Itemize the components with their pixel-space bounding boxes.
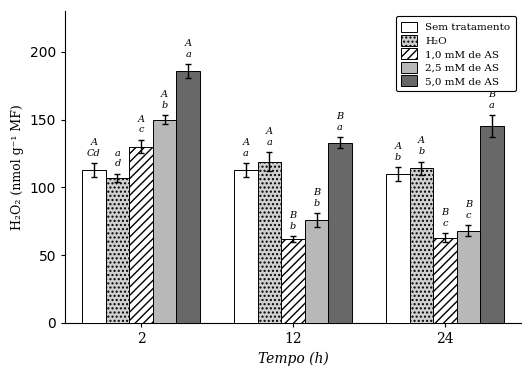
- Text: c: c: [442, 219, 447, 228]
- Text: a: a: [185, 49, 191, 58]
- Bar: [129, 147, 153, 323]
- Text: B: B: [313, 188, 320, 197]
- Text: b: b: [418, 147, 425, 156]
- Text: c: c: [138, 126, 144, 135]
- Bar: [234, 170, 257, 323]
- Text: a: a: [114, 149, 120, 158]
- Bar: [480, 126, 504, 323]
- Text: b: b: [395, 153, 401, 162]
- Bar: [305, 220, 328, 323]
- Legend: Sem tratamento, H₂O, 1,0 mM de AS, 2,5 mM de AS, 5,0 mM de AS: Sem tratamento, H₂O, 1,0 mM de AS, 2,5 m…: [396, 16, 516, 92]
- Bar: [410, 169, 433, 323]
- Y-axis label: H₂O₂ (nmol g⁻¹ MF): H₂O₂ (nmol g⁻¹ MF): [11, 104, 24, 230]
- Text: A: A: [161, 90, 168, 99]
- Text: A: A: [394, 142, 401, 151]
- Text: b: b: [290, 222, 296, 231]
- Bar: [433, 238, 456, 323]
- Bar: [177, 71, 200, 323]
- Text: A: A: [138, 115, 145, 124]
- Text: A: A: [243, 138, 250, 147]
- Bar: [153, 120, 177, 323]
- Text: A: A: [90, 138, 97, 147]
- Text: B: B: [337, 112, 344, 121]
- Text: b: b: [313, 199, 320, 208]
- X-axis label: Tempo (h): Tempo (h): [257, 351, 328, 366]
- Text: a: a: [337, 123, 343, 132]
- Bar: [82, 170, 106, 323]
- Text: b: b: [162, 101, 168, 110]
- Text: c: c: [466, 211, 471, 220]
- Text: Cd: Cd: [87, 149, 101, 158]
- Bar: [456, 231, 480, 323]
- Text: d: d: [114, 159, 121, 169]
- Bar: [386, 174, 410, 323]
- Text: B: B: [465, 200, 472, 209]
- Bar: [281, 239, 305, 323]
- Bar: [106, 178, 129, 323]
- Text: a: a: [243, 149, 249, 158]
- Text: a: a: [267, 138, 272, 147]
- Bar: [257, 162, 281, 323]
- Text: B: B: [442, 208, 448, 217]
- Text: B: B: [289, 211, 296, 220]
- Text: A: A: [418, 136, 425, 145]
- Text: A: A: [185, 39, 192, 48]
- Text: B: B: [488, 90, 496, 99]
- Text: a: a: [489, 101, 495, 110]
- Text: A: A: [266, 127, 273, 136]
- Bar: [328, 143, 352, 323]
